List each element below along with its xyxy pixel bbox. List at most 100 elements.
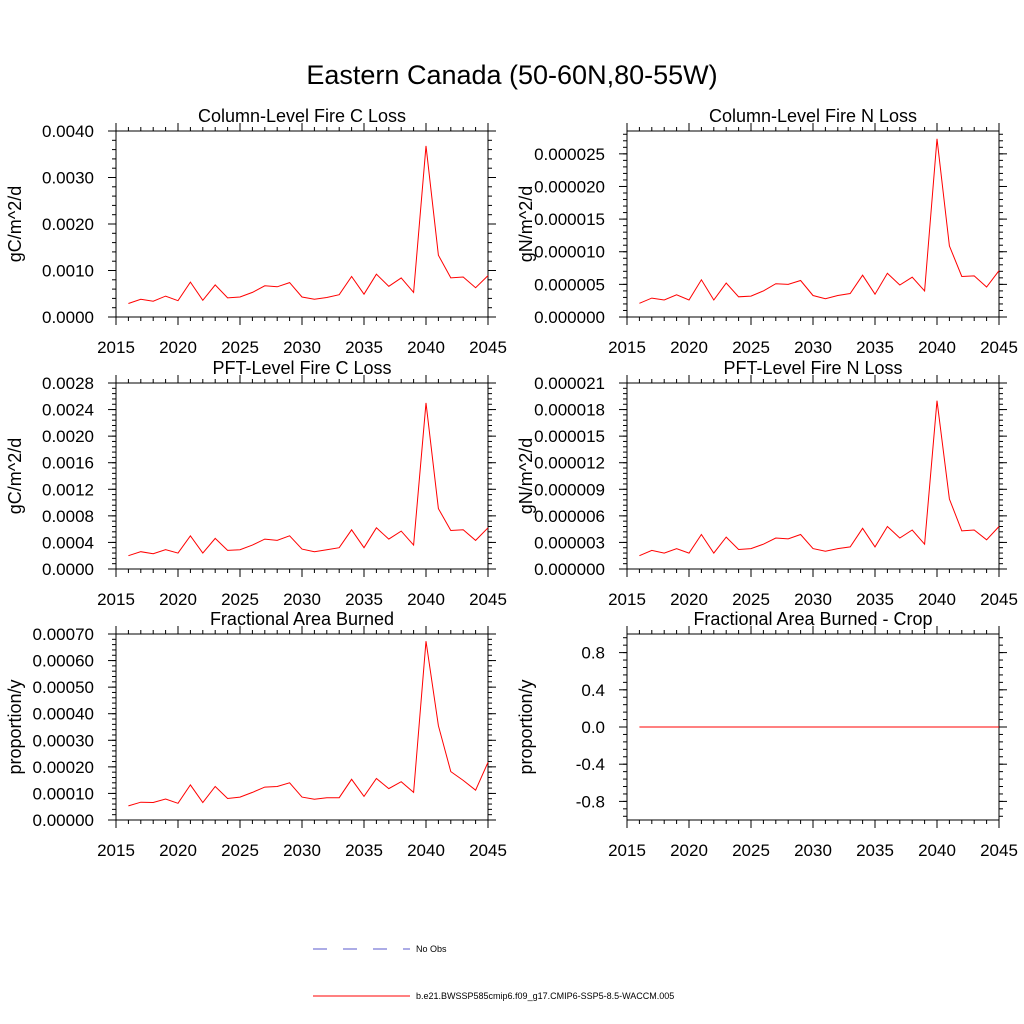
figure-title: Eastern Canada (50-60N,80-55W) [306, 60, 717, 90]
y-tick-label: 0.000010 [534, 243, 605, 262]
x-tick-label: 2040 [918, 338, 956, 357]
y-tick-label: 0.0024 [42, 401, 94, 420]
chart-panel-3: PFT-Level Fire C Loss gC/m^2/d 2015 2020 202… [5, 358, 507, 609]
x-tick-label: 2035 [345, 338, 383, 357]
y-tick-label: 0.000009 [534, 480, 605, 499]
x-tick-label: 2025 [732, 338, 770, 357]
x-tick-label: 2025 [732, 841, 770, 860]
x-tick-label: 2020 [670, 338, 708, 357]
y-tick-label: 0.0000 [42, 560, 94, 579]
plot-frame [626, 382, 1000, 570]
y-tick-label: 0.00020 [33, 758, 94, 777]
y-tick-label: 0.000020 [534, 177, 605, 196]
y-tick-label: -0.8 [576, 792, 605, 811]
y-tick-label: 0.00050 [33, 678, 94, 697]
series-line-1 [128, 402, 489, 557]
y-tick-label: 0.0040 [42, 122, 94, 141]
y-tick-label: 0.0016 [42, 454, 94, 473]
legend: No Obs b.e21.BWSSP585cmip6.f09_g17.CMIP6… [313, 944, 674, 1001]
y-tick-label: 0.000015 [534, 427, 605, 446]
chart-panel-5: Fractional Area Burned proportion/y 2015 20… [5, 609, 507, 860]
y-tick-label: 0.000003 [534, 533, 605, 552]
y-tick-label: 0.0020 [42, 215, 94, 234]
chart-title: PFT-Level Fire N Loss [723, 358, 902, 378]
x-tick-label: 2035 [345, 841, 383, 860]
x-tick-label: 2045 [980, 338, 1018, 357]
y-axis-label: gC/m^2/d [5, 186, 25, 262]
x-tick-label: 2015 [608, 338, 646, 357]
plot-frame [115, 633, 489, 821]
y-tick-label: 0.00040 [33, 705, 94, 724]
x-tick-label: 2040 [407, 841, 445, 860]
x-tick-label: 2015 [97, 590, 135, 609]
y-tick-label: 0.0030 [42, 169, 94, 188]
x-tick-label: 2030 [283, 338, 321, 357]
y-tick-label: 0.000000 [534, 308, 605, 327]
chart-title: Fractional Area Burned - Crop [693, 609, 932, 629]
y-axis-label: gN/m^2/d [516, 186, 536, 262]
x-tick-label: 2030 [283, 841, 321, 860]
x-tick-label: 2025 [221, 590, 259, 609]
x-tick-label: 2035 [856, 590, 894, 609]
legend-obs-label: No Obs [416, 944, 447, 954]
x-tick-label: 2015 [97, 841, 135, 860]
series-line-1 [639, 400, 1000, 557]
chart-panel-1: Column-Level Fire C Loss gC/m^2/d 2015 2020… [5, 106, 507, 357]
y-axis-label: proportion/y [516, 679, 536, 774]
x-tick-label: 2040 [407, 338, 445, 357]
chart-panel-2: Column-Level Fire N Loss gN/m^2/d 2015 2020… [516, 106, 1018, 357]
legend-model-label: b.e21.BWSSP585cmip6.f09_g17.CMIP6-SSP5-8… [416, 991, 674, 1001]
y-tick-label: 0.8 [581, 644, 605, 663]
y-tick-label: 0.000021 [534, 374, 605, 393]
y-tick-label: 0.000025 [534, 145, 605, 164]
x-tick-label: 2035 [345, 590, 383, 609]
x-tick-label: 2035 [856, 841, 894, 860]
y-tick-label: 0.0020 [42, 427, 94, 446]
x-tick-label: 2030 [283, 590, 321, 609]
x-tick-label: 2025 [221, 338, 259, 357]
y-axis-label: gC/m^2/d [5, 438, 25, 514]
x-tick-label: 2045 [469, 841, 507, 860]
y-tick-label: 0.0004 [42, 533, 94, 552]
x-tick-label: 2030 [794, 590, 832, 609]
y-tick-label: 0.00010 [33, 784, 94, 803]
x-tick-label: 2040 [918, 590, 956, 609]
series-line-1 [639, 138, 1000, 304]
x-tick-label: 2045 [980, 841, 1018, 860]
y-tick-label: 0.0010 [42, 262, 94, 281]
x-tick-label: 2015 [608, 590, 646, 609]
x-tick-label: 2045 [469, 338, 507, 357]
chart-panel-6: Fractional Area Burned - Crop proportion/… [516, 609, 1018, 860]
series-line-1 [128, 145, 489, 304]
y-tick-label: 0.000005 [534, 275, 605, 294]
x-tick-label: 2020 [159, 590, 197, 609]
x-tick-label: 2025 [732, 590, 770, 609]
y-tick-label: 0.00060 [33, 652, 94, 671]
x-tick-label: 2040 [407, 590, 445, 609]
plot-frame [626, 130, 1000, 318]
chart-title: Column-Level Fire C Loss [198, 106, 406, 126]
y-tick-label: 0.00000 [33, 811, 94, 830]
y-tick-label: 0.000000 [534, 560, 605, 579]
y-tick-label: 0.0012 [42, 480, 94, 499]
y-tick-label: -0.4 [576, 755, 605, 774]
x-tick-label: 2025 [221, 841, 259, 860]
y-axis-label: gN/m^2/d [516, 438, 536, 514]
y-axis-label: proportion/y [5, 679, 25, 774]
x-tick-label: 2020 [159, 338, 197, 357]
chart-panels: Column-Level Fire C Loss gC/m^2/d 2015 2020… [5, 106, 1018, 860]
x-tick-label: 2020 [670, 841, 708, 860]
x-tick-label: 2040 [918, 841, 956, 860]
x-tick-label: 2015 [97, 338, 135, 357]
x-tick-label: 2045 [980, 590, 1018, 609]
x-tick-label: 2045 [469, 590, 507, 609]
y-tick-label: 0.0028 [42, 374, 94, 393]
series-line-1 [128, 641, 489, 807]
chart-title: PFT-Level Fire C Loss [212, 358, 391, 378]
y-tick-label: 0.0008 [42, 507, 94, 526]
x-tick-label: 2015 [608, 841, 646, 860]
y-tick-label: 0.000006 [534, 507, 605, 526]
x-tick-label: 2020 [670, 590, 708, 609]
chart-panel-4: PFT-Level Fire N Loss gN/m^2/d 2015 2020 202… [516, 358, 1018, 609]
